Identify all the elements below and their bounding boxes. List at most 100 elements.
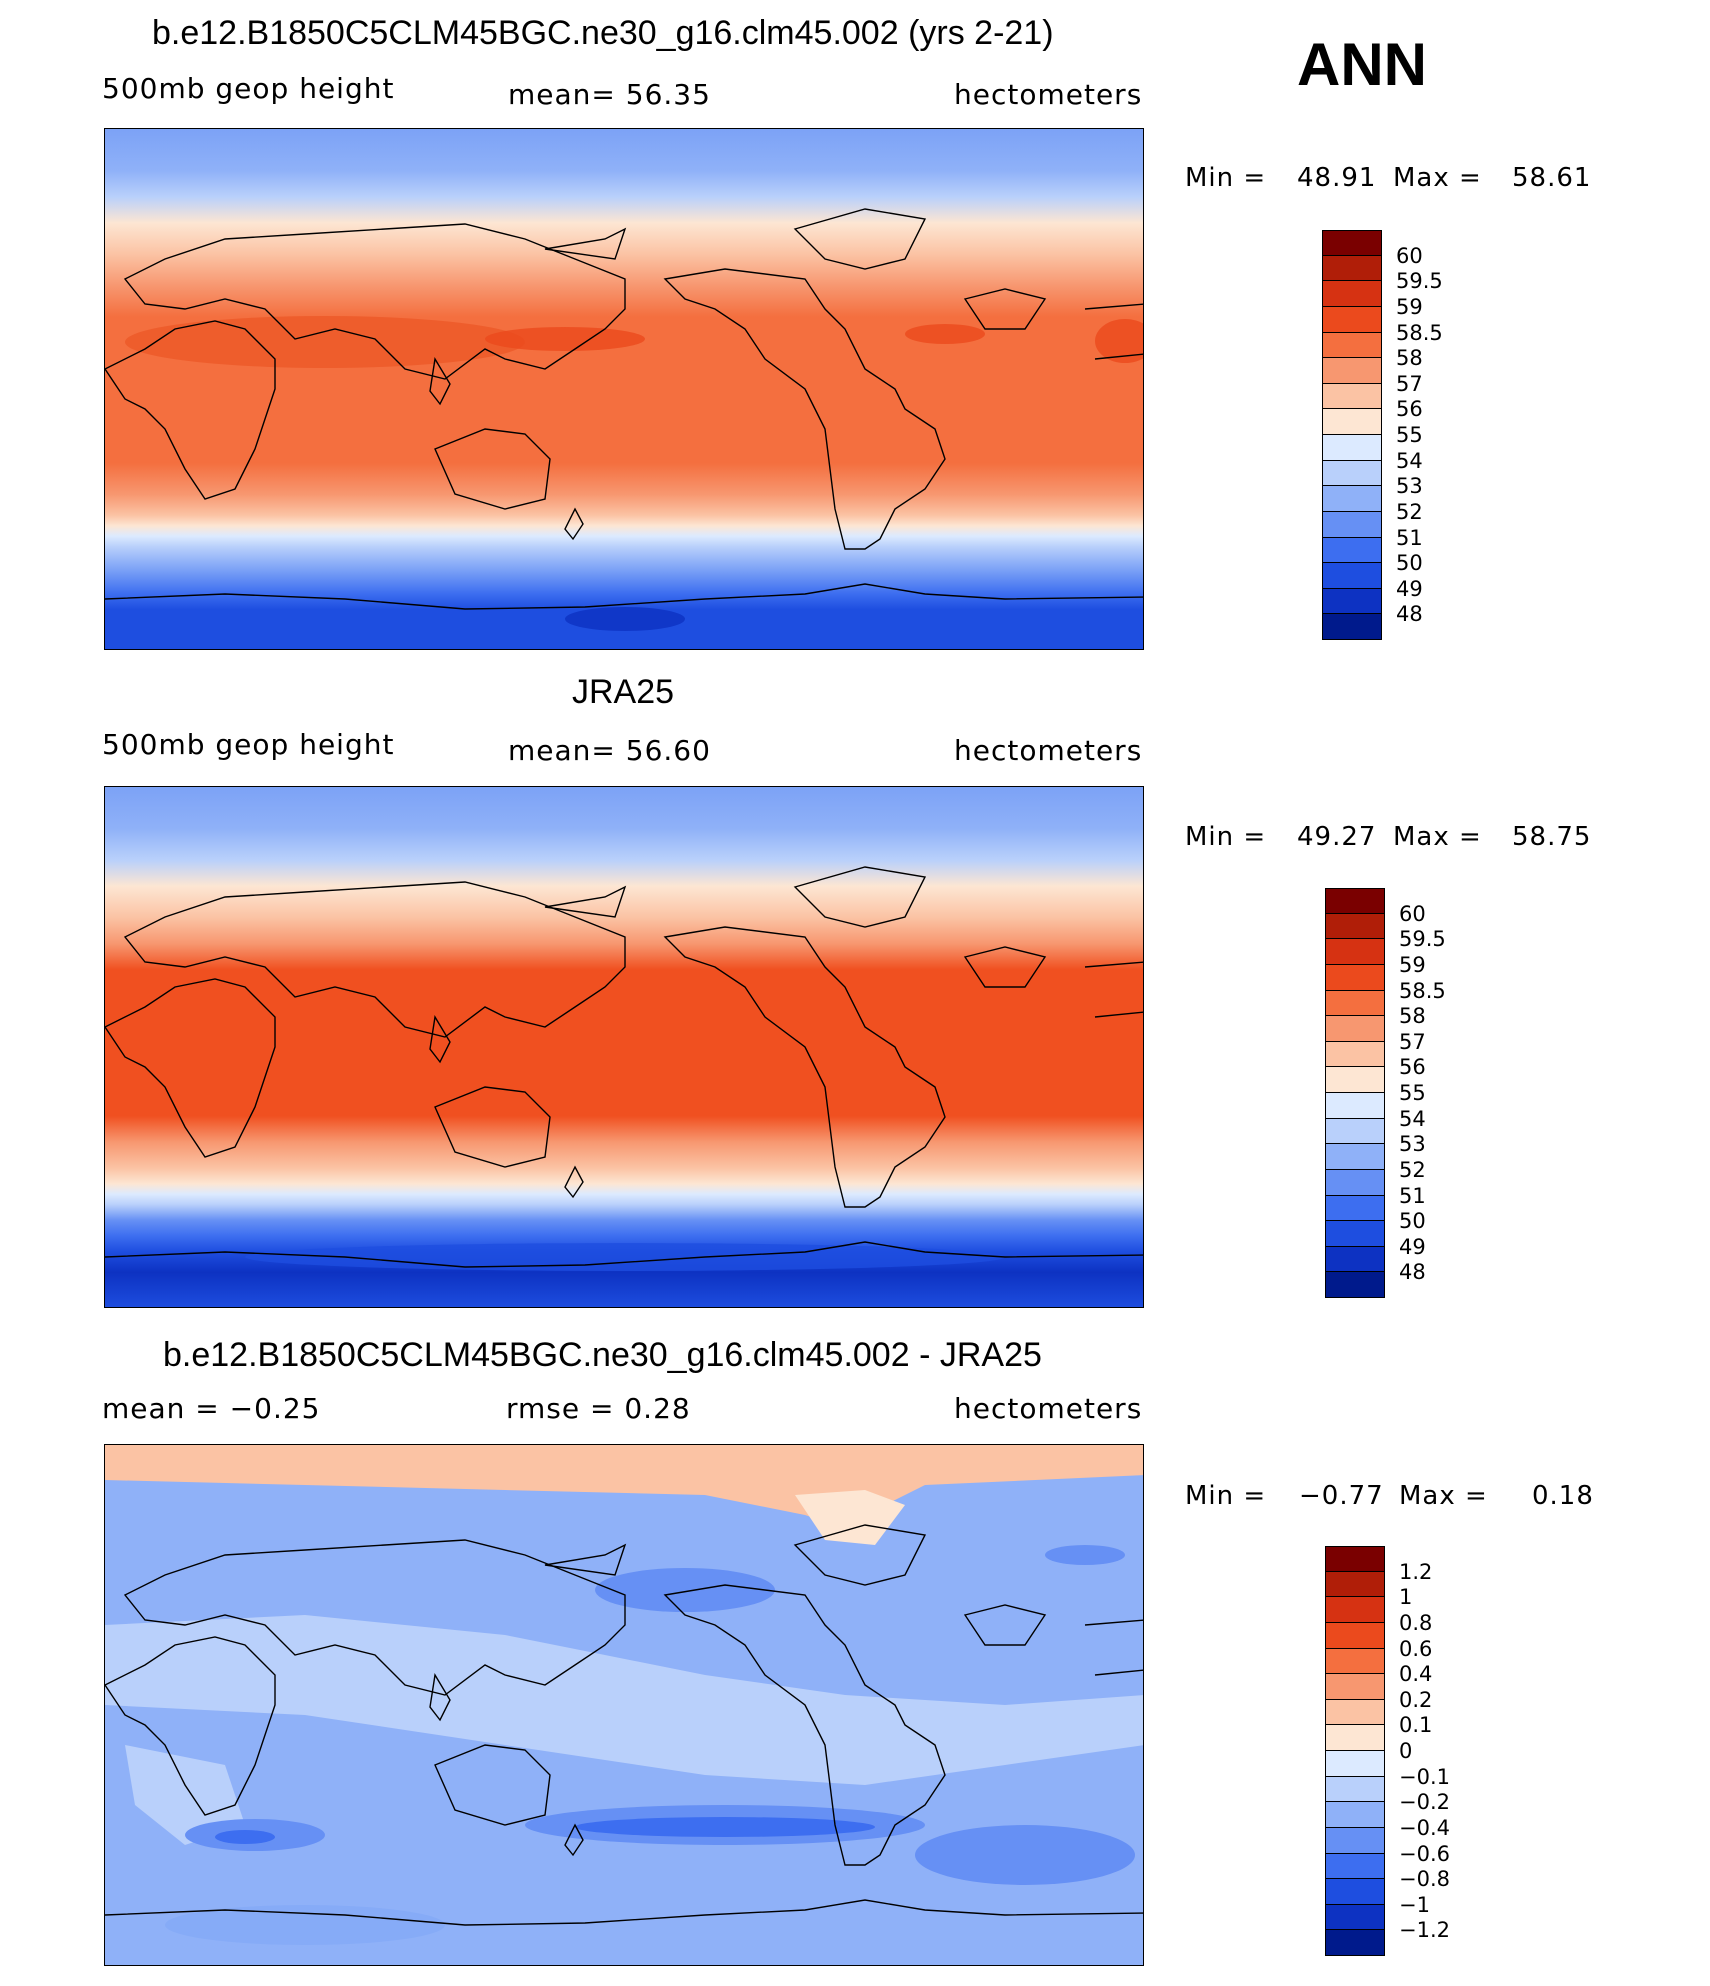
colorbar-swatch [1325, 1272, 1385, 1298]
colorbar-swatch [1325, 1093, 1385, 1119]
colorbar-tick-label: 53 [1399, 1132, 1426, 1157]
colorbar-swatch [1325, 1041, 1385, 1068]
colorbar-tick-label: 52 [1396, 499, 1423, 524]
panel1-map [104, 128, 1144, 650]
panel1-max-value: 58.61 [1512, 163, 1592, 193]
colorbar-swatch [1325, 913, 1385, 940]
panel2-mean-label: mean= 56.60 [508, 734, 711, 767]
colorbar-swatch [1325, 939, 1385, 965]
panel1-map-svg [105, 129, 1143, 649]
colorbar-swatch [1325, 1904, 1385, 1931]
panel1-title: b.e12.B1850C5CLM45BGC.ne30_g16.clm45.002… [152, 14, 1054, 52]
colorbar-swatch [1325, 1725, 1385, 1751]
colorbar-tick-label: 58 [1399, 1004, 1426, 1029]
colorbar-swatch [1325, 888, 1385, 914]
colorbar-swatch [1322, 358, 1382, 384]
colorbar-tick-label: 60 [1396, 243, 1423, 268]
colorbar-swatch [1325, 1699, 1385, 1726]
colorbar-swatch [1322, 409, 1382, 435]
colorbar-swatch [1322, 537, 1382, 564]
colorbar-swatch [1322, 460, 1382, 487]
colorbar-tick-label: 51 [1399, 1183, 1426, 1208]
colorbar-swatch [1325, 1597, 1385, 1623]
panel1-units: hectometers [954, 78, 1143, 111]
panel2-min-value: 49.27 [1297, 822, 1377, 852]
panel2-left-label: 500mb geop height [102, 728, 395, 761]
colorbar-swatch [1325, 1546, 1385, 1572]
colorbar-tick-label: 55 [1399, 1081, 1426, 1105]
colorbar-swatch [1325, 1776, 1385, 1803]
colorbar-swatch [1322, 281, 1382, 307]
colorbar-swatch [1322, 588, 1382, 615]
colorbar-tick-label: −0.6 [1399, 1841, 1450, 1866]
colorbar-tick-label: 58.5 [1399, 978, 1446, 1003]
colorbar-tick-label: 0.1 [1399, 1713, 1433, 1738]
colorbar-tick-label: 59 [1396, 294, 1423, 319]
panel3-min-label: Min = [1185, 1481, 1267, 1511]
colorbar-swatch [1325, 1853, 1385, 1880]
colorbar-tick-label: −0.4 [1399, 1815, 1450, 1840]
colorbar-swatch [1325, 1827, 1385, 1854]
colorbar-tick-label: −1 [1399, 1892, 1430, 1917]
colorbar-tick-label: 1.2 [1399, 1559, 1433, 1584]
colorbar-swatch [1325, 1016, 1385, 1042]
colorbar-tick-label: 59.5 [1396, 269, 1443, 294]
colorbar-tick-label: 52 [1399, 1157, 1426, 1182]
colorbar-tick-label: 54 [1396, 448, 1423, 473]
colorbar-tick-label: 58 [1396, 346, 1423, 371]
colorbar-tick-label: 49 [1399, 1234, 1426, 1259]
panel2-title: JRA25 [572, 673, 675, 711]
colorbar-tick-label: 58.5 [1396, 320, 1443, 345]
panel3-max-value: 0.18 [1532, 1481, 1594, 1511]
panel3-rmse-label: rmse = 0.28 [506, 1392, 691, 1425]
panel2-max-label: Max = [1393, 822, 1482, 852]
colorbar-swatch [1322, 306, 1382, 333]
colorbar-swatch [1325, 964, 1385, 991]
colorbar-swatch [1322, 332, 1382, 359]
colorbar-tick-label: 49 [1396, 576, 1423, 601]
colorbar-tick-label: 0.2 [1399, 1687, 1433, 1712]
colorbar-tick-label: 55 [1396, 423, 1423, 447]
colorbar-tick-label: 0.8 [1399, 1610, 1433, 1635]
panel3-units: hectometers [954, 1392, 1143, 1425]
colorbar-tick-label: −0.2 [1399, 1790, 1450, 1815]
panel2-min-label: Min = [1185, 822, 1267, 852]
colorbar-tick-label: 51 [1396, 525, 1423, 550]
colorbar-swatch [1322, 563, 1382, 589]
colorbar-swatch [1325, 1674, 1385, 1700]
panel2-map [104, 786, 1144, 1308]
panel2-coastlines [105, 866, 1143, 1268]
colorbar-tick-label: 1 [1399, 1585, 1413, 1610]
panel3-coastlines [105, 1524, 1143, 1926]
colorbar-swatch [1325, 1879, 1385, 1905]
season-label: ANN [1297, 31, 1427, 98]
panel3-map-svg [105, 1445, 1143, 1965]
colorbar-swatch [1322, 486, 1382, 512]
colorbar-swatch [1325, 1118, 1385, 1145]
colorbar-swatch [1325, 1930, 1385, 1956]
colorbar-swatch [1325, 1144, 1385, 1170]
colorbar-tick-label: 57 [1396, 371, 1423, 396]
colorbar-swatch [1325, 1571, 1385, 1598]
panel2-map-svg [105, 787, 1143, 1307]
colorbar-swatch [1322, 383, 1382, 410]
panel1-max-label: Max = [1393, 163, 1482, 193]
colorbar-swatch [1325, 990, 1385, 1017]
colorbar-swatch [1325, 1221, 1385, 1247]
colorbar-tick-label: 59.5 [1399, 927, 1446, 952]
colorbar-tick-label: −0.8 [1399, 1867, 1450, 1892]
colorbar-swatch [1325, 1169, 1385, 1196]
colorbar-tick-label: 48 [1396, 602, 1423, 627]
colorbar-tick-label: 0 [1399, 1739, 1413, 1763]
colorbar-swatch [1325, 1067, 1385, 1093]
colorbar-tick-label: 54 [1399, 1106, 1426, 1131]
colorbar-tick-label: 56 [1399, 1055, 1426, 1080]
panel2-max-value: 58.75 [1512, 822, 1592, 852]
panel3-min-value: −0.77 [1299, 1481, 1384, 1511]
panel3-left-label: mean = −0.25 [102, 1392, 321, 1425]
colorbar-swatch [1322, 435, 1382, 461]
colorbar-swatch [1322, 511, 1382, 538]
colorbar-tick-label: 60 [1399, 901, 1426, 926]
colorbar-swatch [1322, 255, 1382, 282]
colorbar-swatch [1322, 230, 1382, 256]
